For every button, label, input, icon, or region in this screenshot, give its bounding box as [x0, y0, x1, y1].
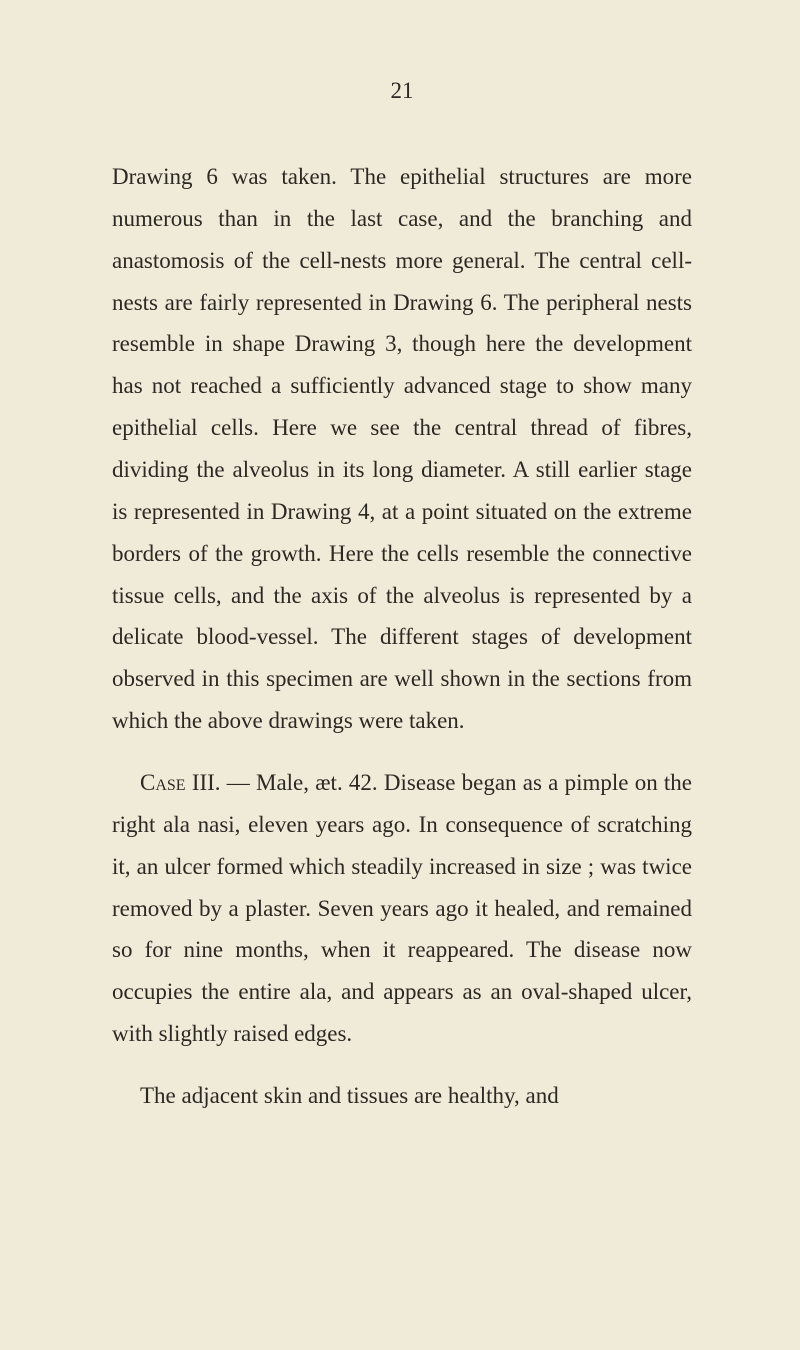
paragraph-2: Case III. — Male, æt. 42. Disease began …	[112, 762, 692, 1055]
paragraph-3: The adjacent skin and tissues are health…	[112, 1075, 692, 1117]
body-text: Drawing 6 was taken. The epithelial stru…	[112, 156, 692, 1117]
case-number: III.	[192, 770, 221, 795]
page-container: 21 Drawing 6 was taken. The epithelial s…	[0, 0, 800, 1195]
case-label: Case	[140, 770, 186, 795]
page-number: 21	[112, 78, 692, 104]
paragraph-1: Drawing 6 was taken. The epithelial stru…	[112, 156, 692, 742]
paragraph-2-text: — Male, æt. 42. Disease began as a pimpl…	[112, 770, 692, 1046]
